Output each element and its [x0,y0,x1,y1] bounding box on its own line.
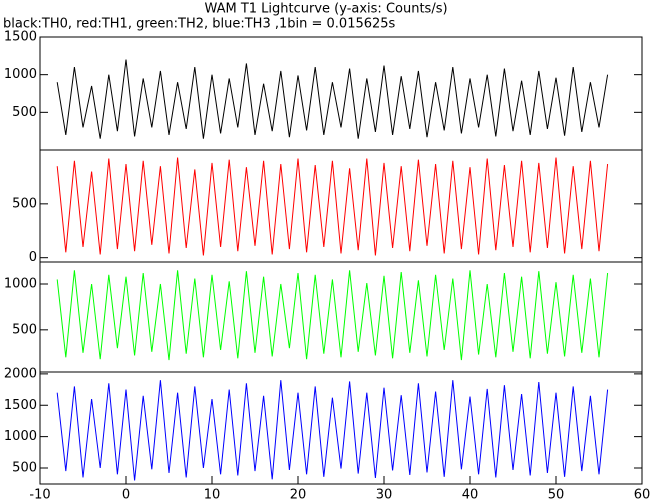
x-tick-label: 30 [376,488,393,503]
x-tick-label: 20 [290,488,307,503]
y-tick-label: 500 [12,322,37,337]
data-line [56,380,609,481]
y-tick-label: 500 [12,196,37,211]
x-tick-label: 40 [462,488,479,503]
y-tick-label: 2000 [4,366,37,381]
x-tick-label: 10 [204,488,221,503]
chart-title: WAM T1 Lightcurve (y-axis: Counts/s) [204,2,447,17]
x-tick-label: 0 [122,488,130,503]
y-tick-label: 1000 [4,429,37,444]
chart-subtitle: black:TH0, red:TH1, green:TH2, blue:TH3 … [3,17,396,32]
data-line [56,157,609,256]
x-tick-label: 50 [548,488,565,503]
panel-frame [39,371,643,485]
y-tick-label: 1500 [4,398,37,413]
data-line [56,59,609,139]
y-tick-label: 0 [29,250,37,265]
y-tick-label: 1000 [4,277,37,292]
y-tick-label: 500 [12,105,37,120]
x-tick-label: 60 [634,488,651,503]
y-tick-label: 500 [12,461,37,476]
data-line [56,270,609,361]
y-tick-label: 1000 [4,67,37,82]
x-tick-label: -10 [29,488,50,503]
y-tick-label: 1500 [4,30,37,45]
